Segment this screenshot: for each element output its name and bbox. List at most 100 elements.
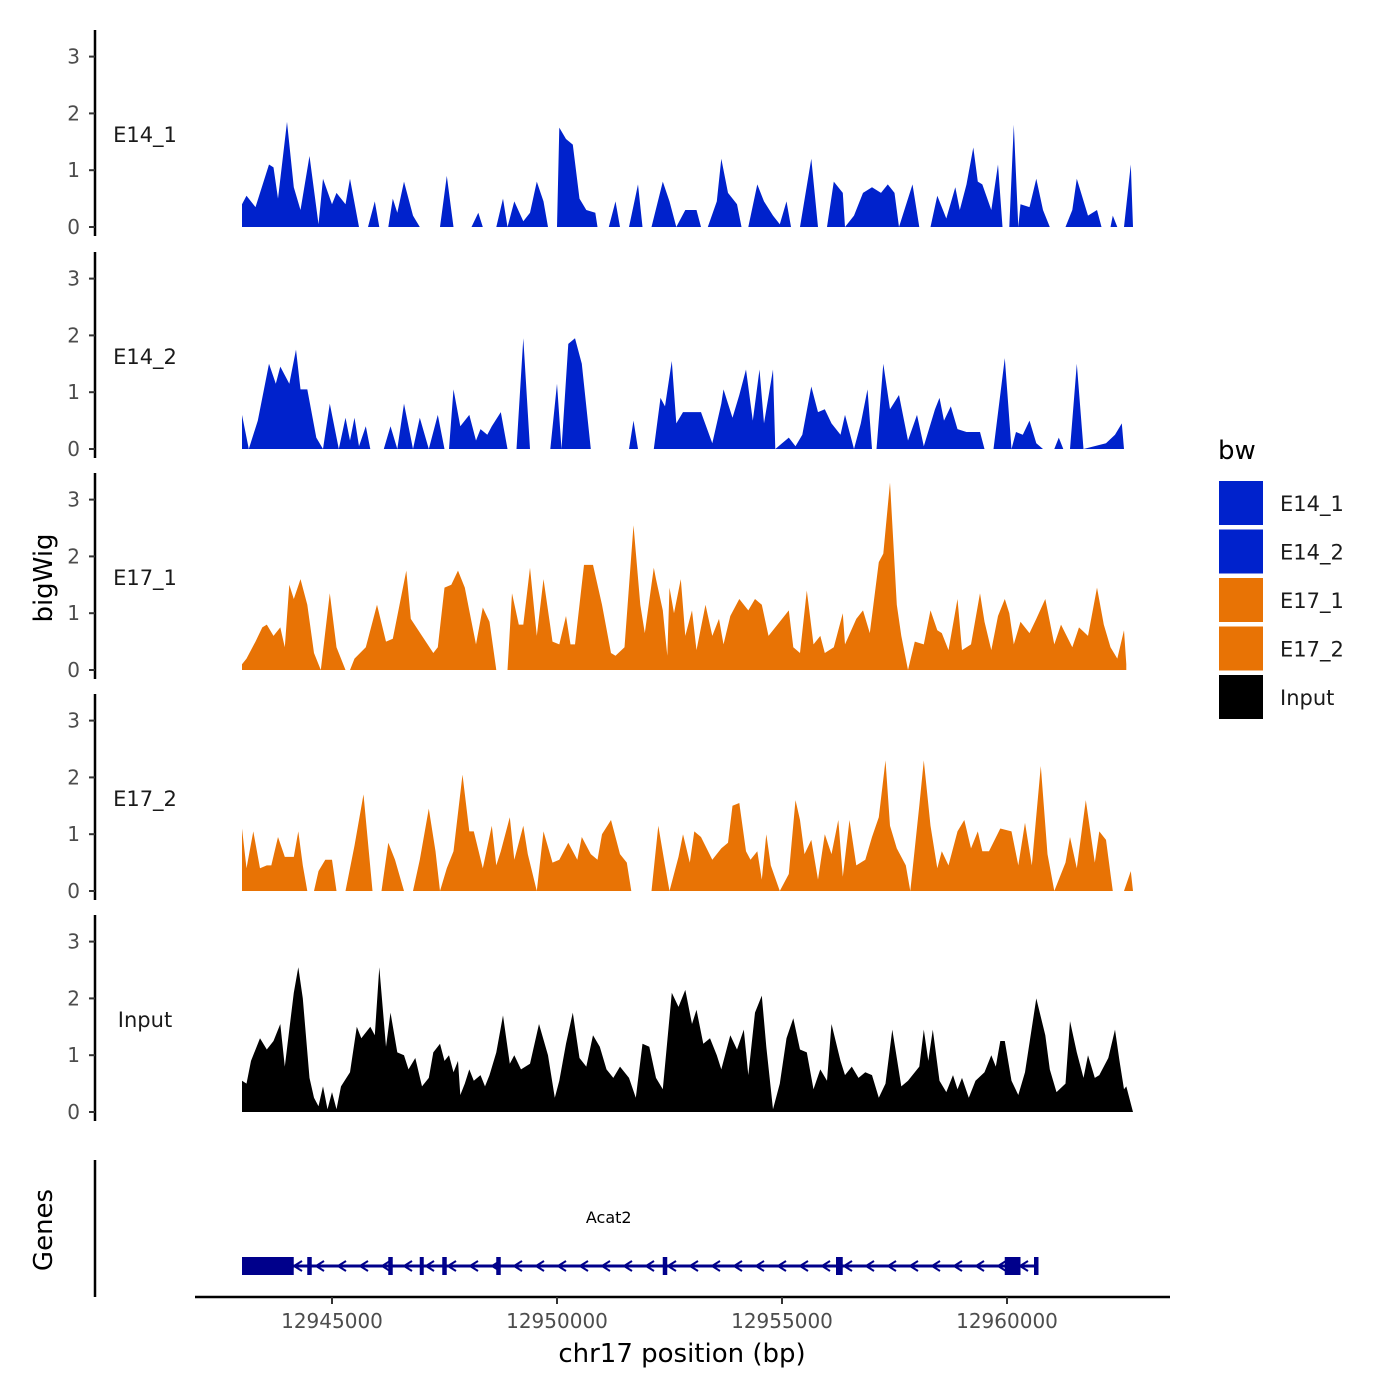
strand-arrow bbox=[732, 1260, 743, 1272]
strand-arrow bbox=[820, 1260, 831, 1272]
strand-arrow bbox=[336, 1260, 347, 1272]
exon bbox=[1004, 1257, 1021, 1275]
y-tick-label: 0 bbox=[67, 658, 80, 682]
strand-arrow bbox=[468, 1260, 479, 1272]
strand-arrow bbox=[402, 1260, 413, 1272]
track-input: 0 1 2 3 Input bbox=[67, 915, 1133, 1124]
strand-arrow bbox=[974, 1260, 985, 1272]
track-label: E14_2 bbox=[113, 345, 177, 370]
x-tick-label: 12945000 bbox=[281, 1309, 383, 1333]
y-tick-label: 0 bbox=[67, 437, 80, 461]
y-tick-label: 1 bbox=[67, 822, 80, 846]
exon bbox=[307, 1257, 312, 1275]
track-label: Input bbox=[118, 1008, 172, 1032]
y-tick-label: 1 bbox=[67, 1043, 80, 1067]
legend-swatch bbox=[1217, 576, 1265, 624]
signal-area-input bbox=[242, 967, 1133, 1112]
strand-arrow bbox=[424, 1260, 435, 1272]
exon bbox=[419, 1257, 424, 1275]
track-e14-1: 0 1 2 3 E14_1 bbox=[67, 30, 1133, 239]
x-axis: 12945000 12950000 12955000 12960000 bbox=[195, 1295, 1170, 1333]
track-e14-2: 0 1 2 3 E14_2 bbox=[67, 252, 1124, 461]
legend-swatch bbox=[1217, 673, 1265, 721]
strand-arrow bbox=[600, 1260, 611, 1272]
strand-arrow bbox=[512, 1260, 523, 1272]
strand-arrow bbox=[358, 1260, 369, 1272]
exon bbox=[388, 1257, 393, 1275]
y-tick-label: 3 bbox=[67, 267, 80, 291]
strand-arrow bbox=[930, 1260, 941, 1272]
legend: bw E14_1 E14_2 E17_1 E17_2 Input bbox=[1217, 436, 1344, 721]
track-label: E17_2 bbox=[113, 787, 177, 812]
strand-arrow bbox=[754, 1260, 765, 1272]
y-tick-label: 0 bbox=[67, 1100, 80, 1124]
exon bbox=[662, 1257, 668, 1275]
y-tick-label: 0 bbox=[67, 215, 80, 239]
signal-area-e17-1 bbox=[242, 482, 1127, 670]
strand-arrow bbox=[996, 1260, 1007, 1272]
exon bbox=[496, 1257, 501, 1275]
strand-arrow bbox=[688, 1260, 699, 1272]
strand-arrow bbox=[886, 1260, 897, 1272]
legend-label: E17_2 bbox=[1280, 638, 1344, 663]
strand-arrow bbox=[578, 1260, 589, 1272]
legend-item-e14-2: E14_2 bbox=[1217, 527, 1344, 576]
y-tick-label: 2 bbox=[67, 986, 80, 1010]
y-tick-label: 1 bbox=[67, 158, 80, 182]
y-tick-label: 1 bbox=[67, 601, 80, 625]
strand-arrow bbox=[556, 1260, 567, 1272]
y-tick-label: 3 bbox=[67, 488, 80, 512]
legend-swatch bbox=[1217, 479, 1265, 527]
legend-label: E17_1 bbox=[1280, 589, 1344, 614]
y-axis-title: bigWig bbox=[29, 533, 59, 622]
legend-label: Input bbox=[1280, 686, 1334, 710]
strand-arrow bbox=[534, 1260, 545, 1272]
legend-item-input: Input bbox=[1217, 673, 1334, 721]
x-axis-title: chr17 position (bp) bbox=[558, 1339, 805, 1369]
x-tick-label: 12950000 bbox=[506, 1309, 608, 1333]
legend-swatch bbox=[1217, 527, 1265, 576]
exon bbox=[836, 1257, 843, 1275]
strand-arrow bbox=[314, 1260, 325, 1272]
signal-area-e14-2 bbox=[242, 338, 1124, 449]
legend-item-e17-1: E17_1 bbox=[1217, 576, 1344, 624]
gene-acat2: Acat2 bbox=[242, 1208, 1039, 1275]
y-tick-label: 2 bbox=[67, 323, 80, 347]
gene-track: Acat2 bbox=[93, 1160, 1039, 1297]
strand-arrow bbox=[292, 1260, 303, 1272]
strand-arrow bbox=[710, 1260, 721, 1272]
y-tick-label: 3 bbox=[67, 45, 80, 69]
strand-arrow bbox=[842, 1260, 853, 1272]
legend-item-e14-1: E14_1 bbox=[1217, 479, 1344, 527]
y-tick-label: 1 bbox=[67, 380, 80, 404]
legend-item-e17-2: E17_2 bbox=[1217, 624, 1344, 673]
exon bbox=[242, 1257, 294, 1275]
y-tick-label: 2 bbox=[67, 544, 80, 568]
y-tick-label: 2 bbox=[67, 101, 80, 125]
strand-arrow bbox=[798, 1260, 809, 1272]
legend-swatch bbox=[1217, 624, 1265, 673]
genes-axis-title: Genes bbox=[29, 1189, 59, 1271]
exon bbox=[442, 1257, 447, 1275]
x-tick-label: 12960000 bbox=[956, 1309, 1058, 1333]
y-tick-label: 2 bbox=[67, 765, 80, 789]
strand-arrow bbox=[666, 1260, 677, 1272]
strand-arrow bbox=[380, 1260, 391, 1272]
y-tick-label: 3 bbox=[67, 709, 80, 733]
legend-label: E14_1 bbox=[1280, 492, 1344, 517]
strand-arrow bbox=[952, 1260, 963, 1272]
strand-arrow bbox=[864, 1260, 875, 1272]
strand-arrow bbox=[776, 1260, 787, 1272]
track-e17-1: 0 1 2 3 E17_1 bbox=[67, 473, 1127, 682]
track-label: E17_1 bbox=[113, 566, 177, 591]
legend-title: bw bbox=[1218, 436, 1256, 466]
x-tick-label: 12955000 bbox=[731, 1309, 833, 1333]
signal-tracks: 0 1 2 3 E14_1 0 1 2 3 E14_2 0 1 2 3 E17_1 0 1 2 3 E17_2 0 1 2 3… bbox=[67, 30, 1133, 1124]
signal-area-e14-1 bbox=[242, 121, 1133, 227]
strand-arrow bbox=[908, 1260, 919, 1272]
gene-label: Acat2 bbox=[586, 1208, 632, 1227]
track-label: E14_1 bbox=[113, 123, 177, 148]
legend-label: E14_2 bbox=[1280, 541, 1344, 566]
exon bbox=[1034, 1257, 1039, 1275]
